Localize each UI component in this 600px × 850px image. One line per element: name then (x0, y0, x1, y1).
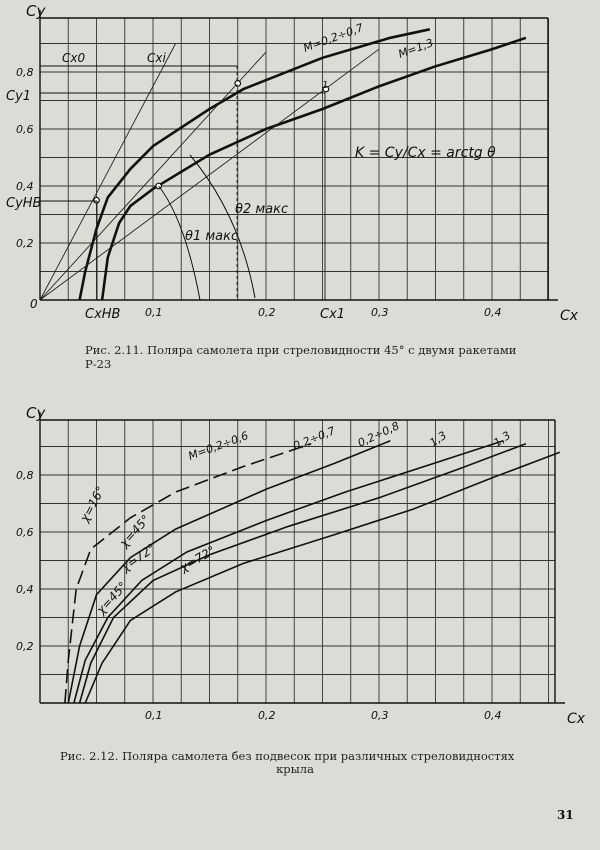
fig2-x-tick-label: 0,3 (371, 709, 389, 722)
fig1-theta1-arc (158, 185, 201, 301)
fig2-y-tick-label: 0,2 (16, 640, 34, 653)
fig1-cx0-label: Cx0 (62, 51, 85, 65)
fig2-series-line-2 (73, 440, 504, 704)
fig1-x-tick-label: 0,1 (145, 306, 163, 319)
fig2-mach-label: 0,2÷0,7 (291, 424, 337, 453)
fig2-series-line-3 (78, 442, 527, 704)
fig2-x-tick-label: 0,4 (484, 709, 502, 722)
fig1-marked-point (322, 85, 330, 93)
fig1-point1-label: 1 (322, 80, 328, 91)
fig1-tangent-ray (39, 43, 176, 301)
fig1-cx1-label: Cx1 (320, 307, 345, 322)
fig1-cxi-label: Cxi (147, 51, 166, 65)
fig2-series-line-0 (64, 442, 312, 704)
figure2-caption-line2: крыла (276, 762, 314, 776)
fig1-y-axis-label: Cy (26, 2, 46, 20)
fig1-y-tick-label: 0,4 (16, 180, 34, 193)
fig1-cxnv-label: CxНВ (85, 307, 121, 322)
fig1-curve-label: M=0,2÷0,7 (302, 21, 366, 55)
fig1-formula: K = Cy/Cx = arctg θ (355, 145, 496, 161)
page-number: 31 (557, 808, 574, 822)
fig2-series-line-4 (84, 451, 561, 704)
fig2-x-tick-label: 0,1 (145, 709, 163, 722)
fig1-y-tick-label: 0,2 (16, 237, 34, 250)
fig1-theta2-arc (189, 154, 256, 299)
figure1-caption: Рис. 2.11. Поляра самолета при стреловид… (85, 343, 517, 371)
fig2-grid (40, 420, 555, 703)
fig1-marked-point (93, 196, 100, 204)
fig1-cy1-label: Cy1 (6, 89, 31, 104)
fig2-x-tick-label: 0,2 (258, 709, 276, 722)
fig2-y-tick-label: 0,6 (16, 526, 34, 539)
fig1-theta2-label: θ2 макс (235, 202, 288, 217)
fig1-y-tick-label: 0,6 (16, 123, 34, 136)
fig1-x-axis-label: Cx (560, 308, 579, 324)
fig2-x-axis-label: Cx (567, 711, 586, 727)
fig1-curve-label: M=1,3 (397, 36, 435, 61)
figure2-caption-line1: Рис. 2.12. Поляра самолета без подвесок … (60, 749, 515, 763)
fig2-y-axis-label: Cy (26, 404, 46, 422)
fig2-mach-label: M=0,2÷0,6 (187, 429, 251, 463)
fig1-series-line-0 (78, 28, 431, 301)
fig2-sweep-label: χ=16° (77, 484, 108, 525)
fig2-y-tick-label: 0,8 (16, 469, 34, 482)
fig1-cynv-label: CyНВ (6, 196, 42, 211)
fig1-x-tick-label: 0,2 (258, 306, 276, 319)
fig2-chart: 0,1 0,2 0,3 0,40,20,40,60,8CyCxχ=16°χ=45°χ=… (16, 404, 586, 727)
fig1-series-line-1 (100, 36, 527, 301)
figure2-caption: Рис. 2.12. Поляра самолета без подвесок … (60, 750, 530, 776)
fig1-marked-point (234, 79, 242, 87)
fig2-y-tick-label: 0,4 (16, 583, 34, 596)
fig1-origin-label: 0 (30, 297, 38, 311)
fig1-x-tick-label: 0,3 (371, 306, 389, 319)
fig1-x-tick-label: 0,4 (484, 306, 502, 319)
fig2-series-line-1 (67, 440, 391, 704)
fig1-tangent-ray (39, 48, 380, 301)
fig1-y-tick-label: 0,8 (16, 66, 34, 79)
fig1-theta1-label: θ1 макс (185, 229, 238, 244)
